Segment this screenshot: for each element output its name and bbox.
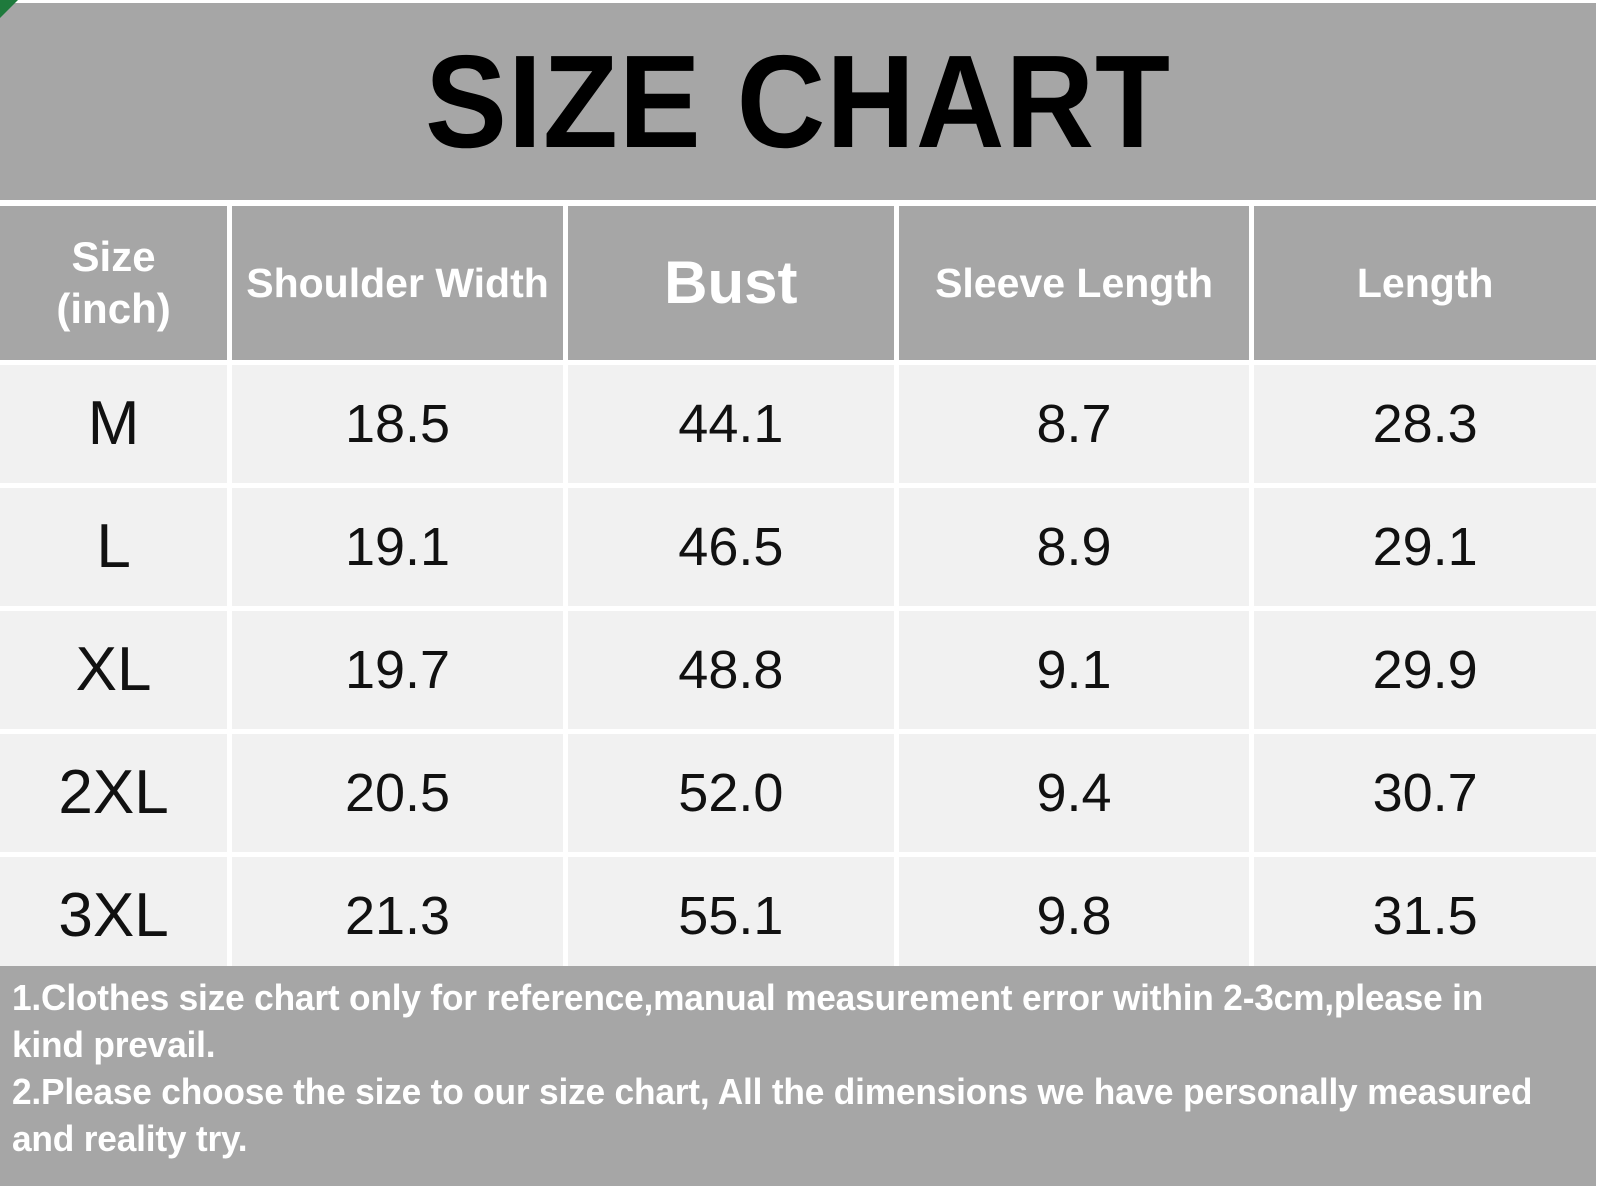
column-gutter	[562, 734, 568, 852]
column-gutter	[1249, 365, 1255, 483]
cell-size: 3XL	[0, 857, 228, 975]
row-gutter	[0, 606, 1596, 611]
table-header-row: Size (inch) Shoulder Width Bust Sleeve L…	[0, 206, 1596, 360]
table-row: L 19.1 46.5 8.9 29.1	[0, 488, 1596, 606]
cell-size: 2XL	[0, 734, 228, 852]
cell-sleeve-length: 9.8	[898, 857, 1250, 975]
row-gutter	[0, 483, 1596, 488]
column-header-bust: Bust	[567, 206, 894, 360]
column-gutter	[227, 734, 233, 852]
cell-shoulder-width: 21.3	[232, 857, 563, 975]
column-gutter	[893, 734, 899, 852]
cell-size: M	[0, 365, 228, 483]
cell-sleeve-length: 9.1	[898, 611, 1250, 729]
note-2: 2.Please choose the size to our size cha…	[12, 1071, 1533, 1160]
column-gutter	[1249, 611, 1255, 729]
page-title: SIZE CHART	[425, 27, 1171, 175]
column-gutter	[893, 488, 899, 606]
table-row: XL 19.7 48.8 9.1 29.9	[0, 611, 1596, 729]
column-gutter	[562, 488, 568, 606]
cell-sleeve-length: 8.9	[898, 488, 1250, 606]
column-gutter	[562, 365, 568, 483]
cell-length: 31.5	[1254, 857, 1596, 975]
column-gutter	[227, 488, 233, 606]
column-gutter	[893, 857, 899, 975]
column-gutter	[1249, 488, 1255, 606]
column-gutter	[893, 365, 899, 483]
title-band: SIZE CHART	[0, 3, 1596, 200]
column-gutter	[227, 206, 233, 360]
cell-bust: 52.0	[567, 734, 894, 852]
column-gutter	[893, 206, 899, 360]
notes-band: 1.Clothes size chart only for reference,…	[0, 966, 1596, 1186]
note-1: 1.Clothes size chart only for reference,…	[12, 977, 1484, 1066]
column-gutter	[227, 365, 233, 483]
column-gutter	[562, 611, 568, 729]
table-row: 3XL 21.3 55.1 9.8 31.5	[0, 857, 1596, 975]
cell-size: L	[0, 488, 228, 606]
row-gutter	[0, 729, 1596, 734]
size-table: Size (inch) Shoulder Width Bust Sleeve L…	[0, 206, 1596, 975]
column-header-size-line1: Size	[71, 232, 156, 280]
column-gutter	[562, 206, 568, 360]
cell-bust: 55.1	[567, 857, 894, 975]
column-gutter	[1249, 206, 1255, 360]
column-header-shoulder-width: Shoulder Width	[232, 206, 563, 360]
cell-bust: 48.8	[567, 611, 894, 729]
cell-shoulder-width: 19.7	[232, 611, 563, 729]
cell-length: 28.3	[1254, 365, 1596, 483]
column-gutter	[562, 857, 568, 975]
cell-bust: 44.1	[567, 365, 894, 483]
row-gutter	[0, 360, 1596, 365]
column-header-sleeve-length: Sleeve Length	[898, 206, 1250, 360]
column-gutter	[227, 611, 233, 729]
cell-sleeve-length: 9.4	[898, 734, 1250, 852]
column-gutter	[1249, 857, 1255, 975]
cell-size: XL	[0, 611, 228, 729]
table-row: M 18.5 44.1 8.7 28.3	[0, 365, 1596, 483]
cell-shoulder-width: 20.5	[232, 734, 563, 852]
column-header-size-line2: (inch)	[56, 285, 171, 332]
column-gutter	[227, 857, 233, 975]
cell-length: 29.9	[1254, 611, 1596, 729]
cell-length: 29.1	[1254, 488, 1596, 606]
cell-bust: 46.5	[567, 488, 894, 606]
column-header-length: Length	[1254, 206, 1596, 360]
column-gutter	[893, 611, 899, 729]
cell-shoulder-width: 18.5	[232, 365, 563, 483]
cell-shoulder-width: 19.1	[232, 488, 563, 606]
table-row: 2XL 20.5 52.0 9.4 30.7	[0, 734, 1596, 852]
cell-sleeve-length: 8.7	[898, 365, 1250, 483]
cell-length: 30.7	[1254, 734, 1596, 852]
column-header-size: Size (inch)	[0, 206, 228, 360]
column-gutter	[1249, 734, 1255, 852]
row-gutter	[0, 852, 1596, 857]
